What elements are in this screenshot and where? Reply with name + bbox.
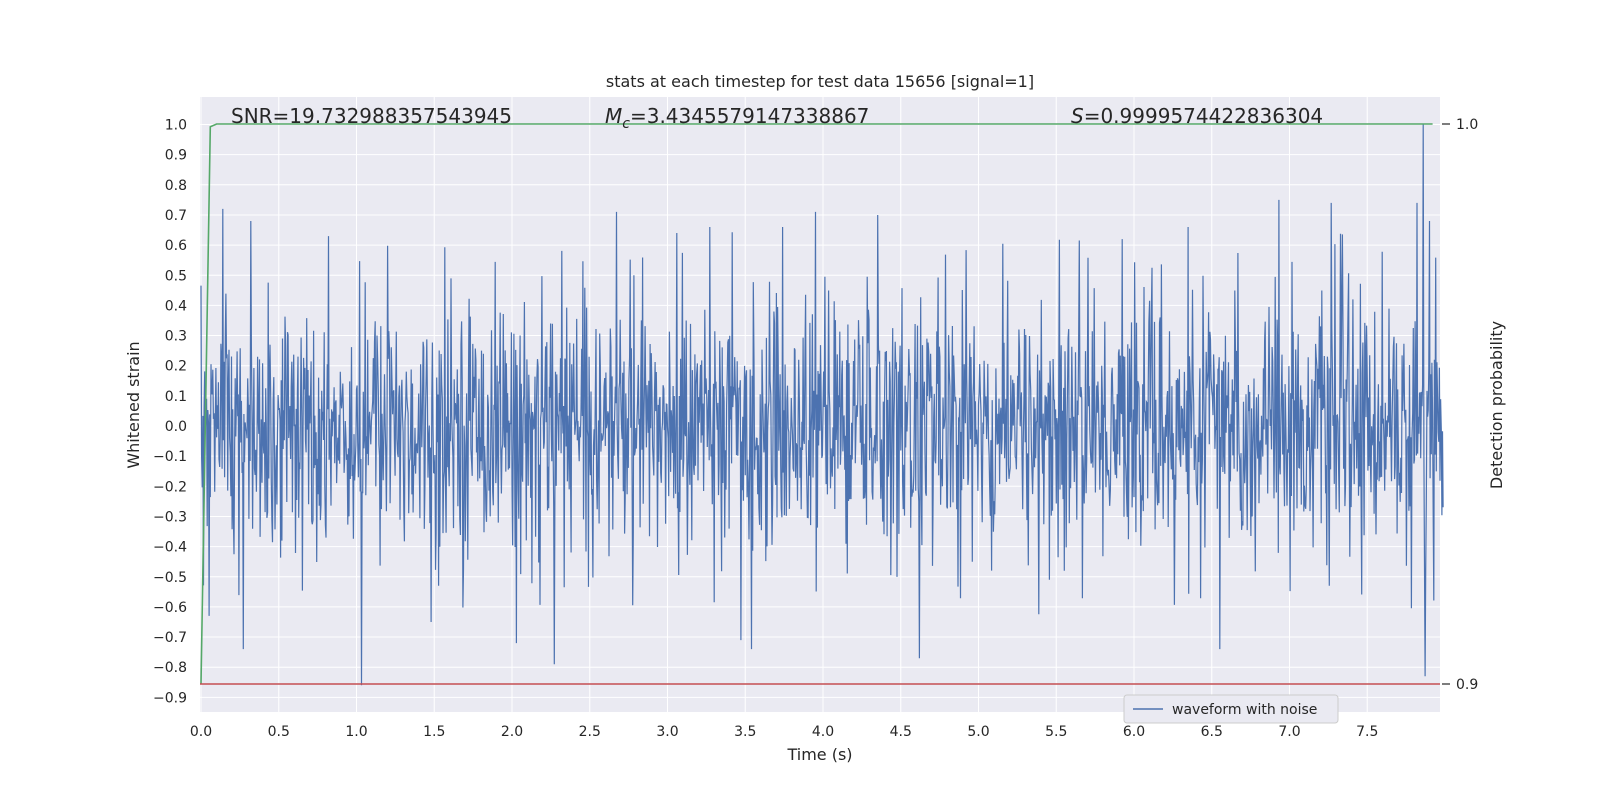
- y-tick-label: −0.7: [153, 630, 187, 646]
- y-tick-label: −0.3: [153, 509, 187, 525]
- y-tick-label: 1.0: [165, 118, 187, 134]
- x-tick-label: 0.5: [268, 724, 290, 740]
- y-tick-label: 0.0: [165, 419, 187, 435]
- x-tick-label: 1.0: [345, 724, 367, 740]
- y-tick-label: 0.6: [165, 238, 187, 254]
- x-tick-label: 6.5: [1201, 724, 1223, 740]
- y-tick-label: −0.5: [153, 570, 187, 586]
- y-tick-label: 0.5: [165, 268, 187, 284]
- x-ticks: 0.0 0.5 1.0 1.5 2.0 2.5 3.0 3.5 4.0 4.5 5.0 5.5 6.0 6…: [190, 724, 1379, 740]
- series-detection-probability: [200, 123, 1433, 685]
- y-tick-label: 0.7: [165, 208, 187, 224]
- x-tick-label: 4.0: [812, 724, 834, 740]
- y2-tick-label: 1.0: [1456, 117, 1478, 133]
- y-tick-label: −0.1: [153, 449, 187, 465]
- x-tick-label: 0.0: [190, 724, 212, 740]
- series-waveform-with-noise: [200, 124, 1444, 686]
- x-tick-label: 5.0: [967, 724, 989, 740]
- y-axis-label: Whitened strain: [124, 341, 143, 468]
- probability-line: [200, 123, 1433, 685]
- x-tick-label: 2.0: [501, 724, 523, 740]
- y2-tick-label: 0.9: [1456, 677, 1478, 693]
- y-tick-label: −0.9: [153, 690, 187, 706]
- y-tick-label: 0.1: [165, 389, 187, 405]
- y2-ticks: 1.0 0.9: [1442, 117, 1478, 693]
- y-tick-label: 0.2: [165, 359, 187, 375]
- y-ticks: 1.0 0.9 0.8 0.7 0.6 0.5 0.4 0.3 0.2 0.1 0.0 −0.1 −0.…: [153, 118, 187, 707]
- chirp-mass-annotation: Mc=3.4345579147338867: [605, 104, 869, 132]
- x-axis-label: Time (s): [786, 745, 852, 764]
- x-tick-label: 4.5: [890, 724, 912, 740]
- x-tick-label: 3.0: [656, 724, 678, 740]
- y-tick-label: −0.4: [153, 540, 187, 556]
- snr-annotation: SNR=19.732988357543945: [231, 104, 512, 128]
- y-tick-label: 0.4: [165, 298, 187, 314]
- s-value: =0.9999574422836304: [1084, 104, 1323, 128]
- chart-title: stats at each timestep for test data 156…: [606, 72, 1034, 91]
- y-tick-label: −0.8: [153, 660, 187, 676]
- y2-axis-label: Detection probability: [1487, 321, 1506, 489]
- waveform-line: [200, 124, 1444, 686]
- y-tick-label: −0.2: [153, 479, 187, 495]
- s-symbol: S: [1071, 104, 1084, 128]
- legend-box: [1123, 694, 1339, 724]
- y-tick-label: −0.6: [153, 600, 187, 616]
- legend: waveform with noise: [1123, 694, 1339, 724]
- chirp-mass-value: =3.4345579147338867: [630, 104, 869, 128]
- s-annotation: S=0.9999574422836304: [1071, 104, 1323, 128]
- chirp-mass-symbol: M: [605, 104, 622, 128]
- x-tick-label: 5.5: [1045, 724, 1067, 740]
- chirp-mass-subscript: c: [622, 116, 630, 132]
- x-tick-label: 6.0: [1123, 724, 1145, 740]
- y-tick-label: 0.3: [165, 329, 187, 345]
- x-tick-label: 7.5: [1356, 724, 1378, 740]
- x-tick-label: 2.5: [579, 724, 601, 740]
- x-tick-label: 1.5: [423, 724, 445, 740]
- y-tick-label: 0.9: [165, 148, 187, 164]
- x-tick-label: 3.5: [734, 724, 756, 740]
- legend-label: waveform with noise: [1172, 702, 1317, 718]
- x-tick-label: 7.0: [1278, 724, 1300, 740]
- y-tick-label: 0.8: [165, 178, 187, 194]
